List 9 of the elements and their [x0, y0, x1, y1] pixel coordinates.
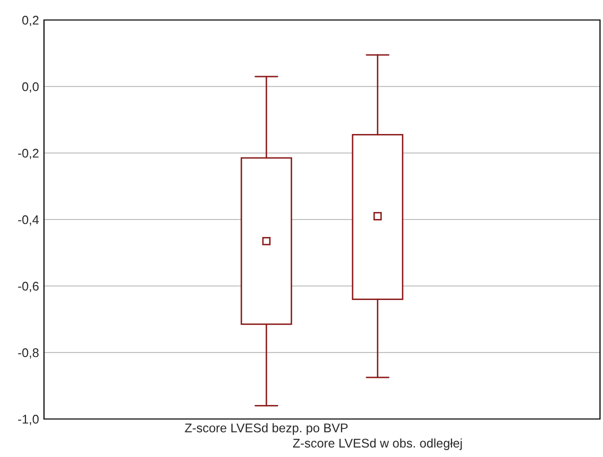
y-tick-label: -1,0: [18, 414, 39, 426]
y-tick-label: -0,2: [18, 148, 39, 160]
y-tick-label: -0,4: [18, 215, 39, 226]
y-tick-label: 0,0: [22, 82, 39, 93]
x-tick-label: Z-score LVESd bezp. po BVP: [184, 423, 348, 435]
x-tick-label: Z-score LVESd w obs. odległej: [293, 438, 462, 450]
y-tick-label: 0,2: [22, 16, 39, 26]
y-tick-label: -0,8: [18, 348, 39, 359]
y-tick-label: -0,6: [18, 282, 39, 292]
